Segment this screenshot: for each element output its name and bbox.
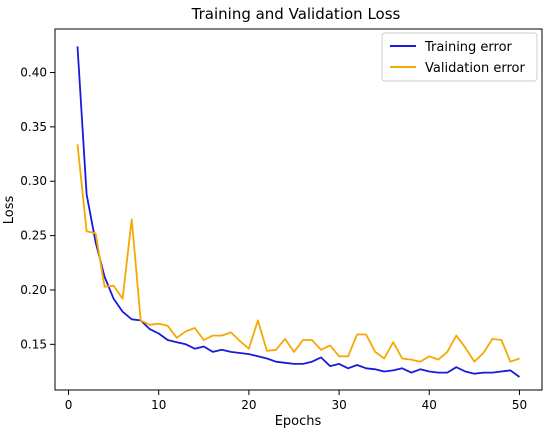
training-error-line: [76, 46, 521, 378]
legend: Training error Validation error: [381, 32, 538, 82]
y-tick-label: 0.25: [20, 229, 47, 243]
x-tick-label: 40: [422, 398, 437, 412]
x-tick-label: 20: [241, 398, 256, 412]
y-tick-label: 0.40: [20, 65, 47, 79]
legend-label-validation: Validation error: [425, 61, 525, 76]
y-tick-label: 0.15: [20, 337, 47, 351]
y-tick-label: 0.30: [20, 174, 47, 188]
y-axis: 0.15 0.20 0.25 0.30 0.35 0.40: [20, 65, 55, 351]
legend-label-training: Training error: [424, 40, 513, 55]
x-tick-label: 0: [65, 398, 73, 412]
y-tick-label: 0.20: [20, 283, 47, 297]
legend-box: [381, 32, 538, 82]
plot-area: [54, 28, 543, 391]
chart-title: Training and Validation Loss: [191, 5, 401, 23]
x-tick-label: 10: [151, 398, 166, 412]
validation-error-line: [76, 144, 520, 363]
x-axis: 0 10 20 30 40 50: [65, 390, 527, 412]
y-axis-label: Loss: [2, 196, 17, 225]
y-tick-label: 0.35: [20, 120, 47, 134]
x-tick-label: 30: [331, 398, 346, 412]
x-tick-label: 50: [512, 398, 527, 412]
series-lines: [76, 46, 521, 378]
x-axis-label: Epochs: [275, 414, 322, 429]
